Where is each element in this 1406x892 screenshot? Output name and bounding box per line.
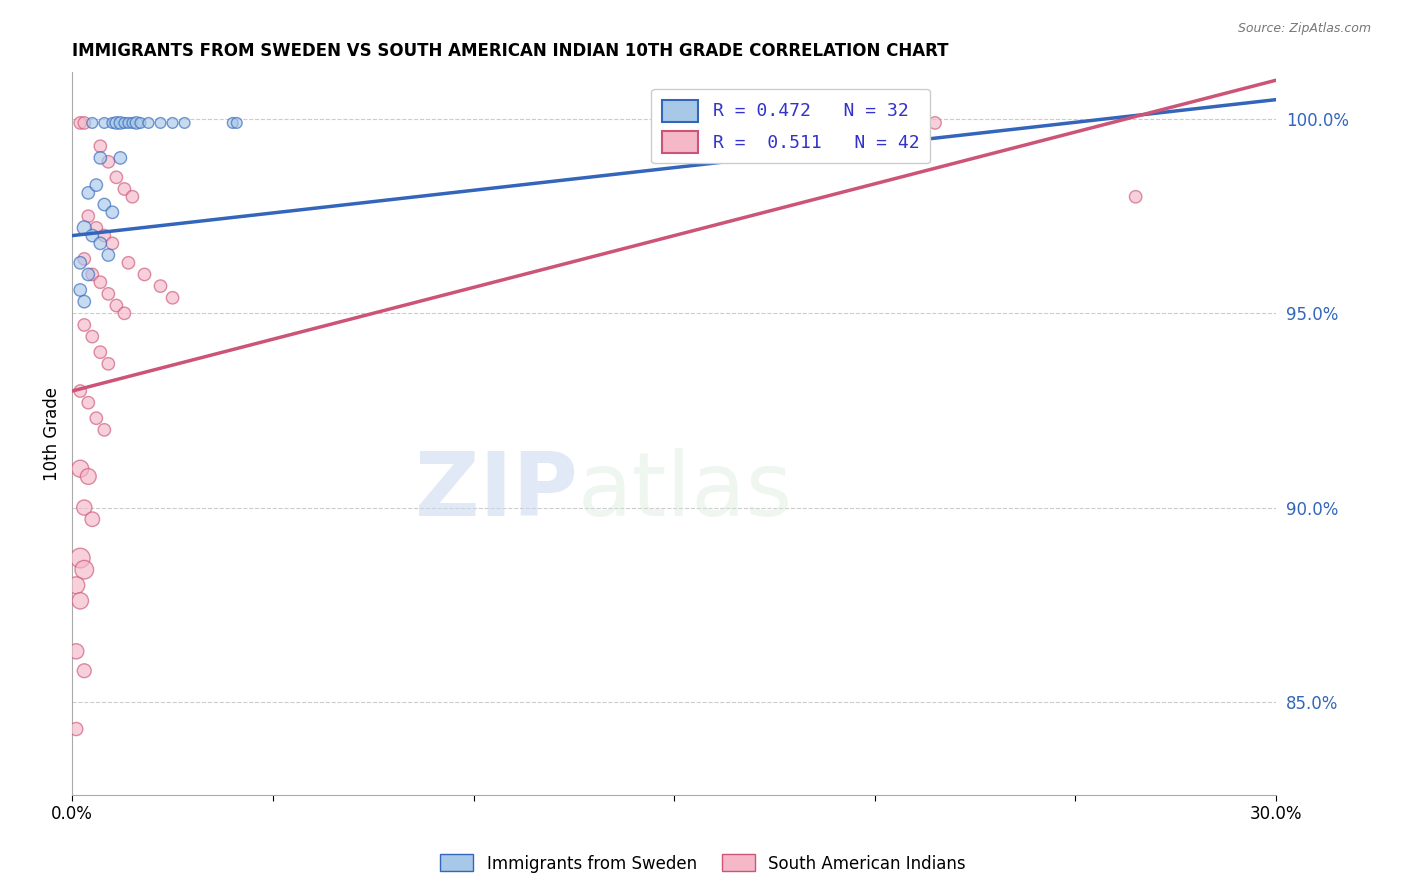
Point [112,182,135,196]
Point [125,116,148,130]
Point [105,170,128,185]
Point [93,197,115,211]
Point [73,220,96,235]
Point [222,116,245,130]
Point [93,228,115,243]
Point [73,252,96,266]
Point [69,283,91,297]
Point [73,500,96,515]
Point [82,228,104,243]
Point [162,116,184,130]
Point [69,551,91,566]
Point [82,116,104,130]
Point [69,461,91,475]
Point [105,116,128,130]
Point [77,268,100,282]
Point [121,190,143,204]
Point [149,279,172,293]
Point [110,151,132,165]
Point [110,116,132,130]
Point [82,512,104,526]
Legend: R = 0.472   N = 32, R =  0.511   N = 42: R = 0.472 N = 32, R = 0.511 N = 42 [651,88,929,163]
Point [173,116,195,130]
Point [121,116,143,130]
Point [117,256,139,270]
Point [1125,190,1147,204]
Text: ZIP: ZIP [415,448,578,535]
Point [924,116,946,130]
Point [84,178,107,193]
Point [69,256,91,270]
Point [73,563,96,577]
Point [904,116,927,130]
Point [69,594,91,608]
Point [82,329,104,343]
Point [97,154,120,169]
Point [101,236,124,251]
Point [162,291,184,305]
Point [73,664,96,678]
Point [89,345,111,359]
Point [69,384,91,398]
Point [134,268,156,282]
Point [93,423,115,437]
Point [65,722,87,736]
Legend: Immigrants from Sweden, South American Indians: Immigrants from Sweden, South American I… [433,847,973,880]
Point [73,116,96,130]
Text: atlas: atlas [578,448,793,535]
Point [73,318,96,332]
Point [89,139,111,153]
Y-axis label: 10th Grade: 10th Grade [44,387,60,481]
Point [82,268,104,282]
Point [65,578,87,592]
Point [69,116,91,130]
Text: IMMIGRANTS FROM SWEDEN VS SOUTH AMERICAN INDIAN 10TH GRADE CORRELATION CHART: IMMIGRANTS FROM SWEDEN VS SOUTH AMERICAN… [72,42,949,60]
Point [112,306,135,320]
Point [138,116,160,130]
Point [105,299,128,313]
Point [97,286,120,301]
Point [73,294,96,309]
Point [97,357,120,371]
Point [93,116,115,130]
Point [77,469,100,483]
Point [84,220,107,235]
Point [65,644,87,658]
Point [77,186,100,200]
Text: Source: ZipAtlas.com: Source: ZipAtlas.com [1237,22,1371,36]
Point [77,209,100,223]
Point [89,151,111,165]
Point [117,116,139,130]
Point [84,411,107,425]
Point [744,116,766,130]
Point [129,116,152,130]
Point [112,116,135,130]
Point [101,205,124,219]
Point [101,116,124,130]
Point [89,236,111,251]
Point [97,248,120,262]
Point [77,395,100,409]
Point [225,116,247,130]
Point [149,116,172,130]
Point [89,275,111,289]
